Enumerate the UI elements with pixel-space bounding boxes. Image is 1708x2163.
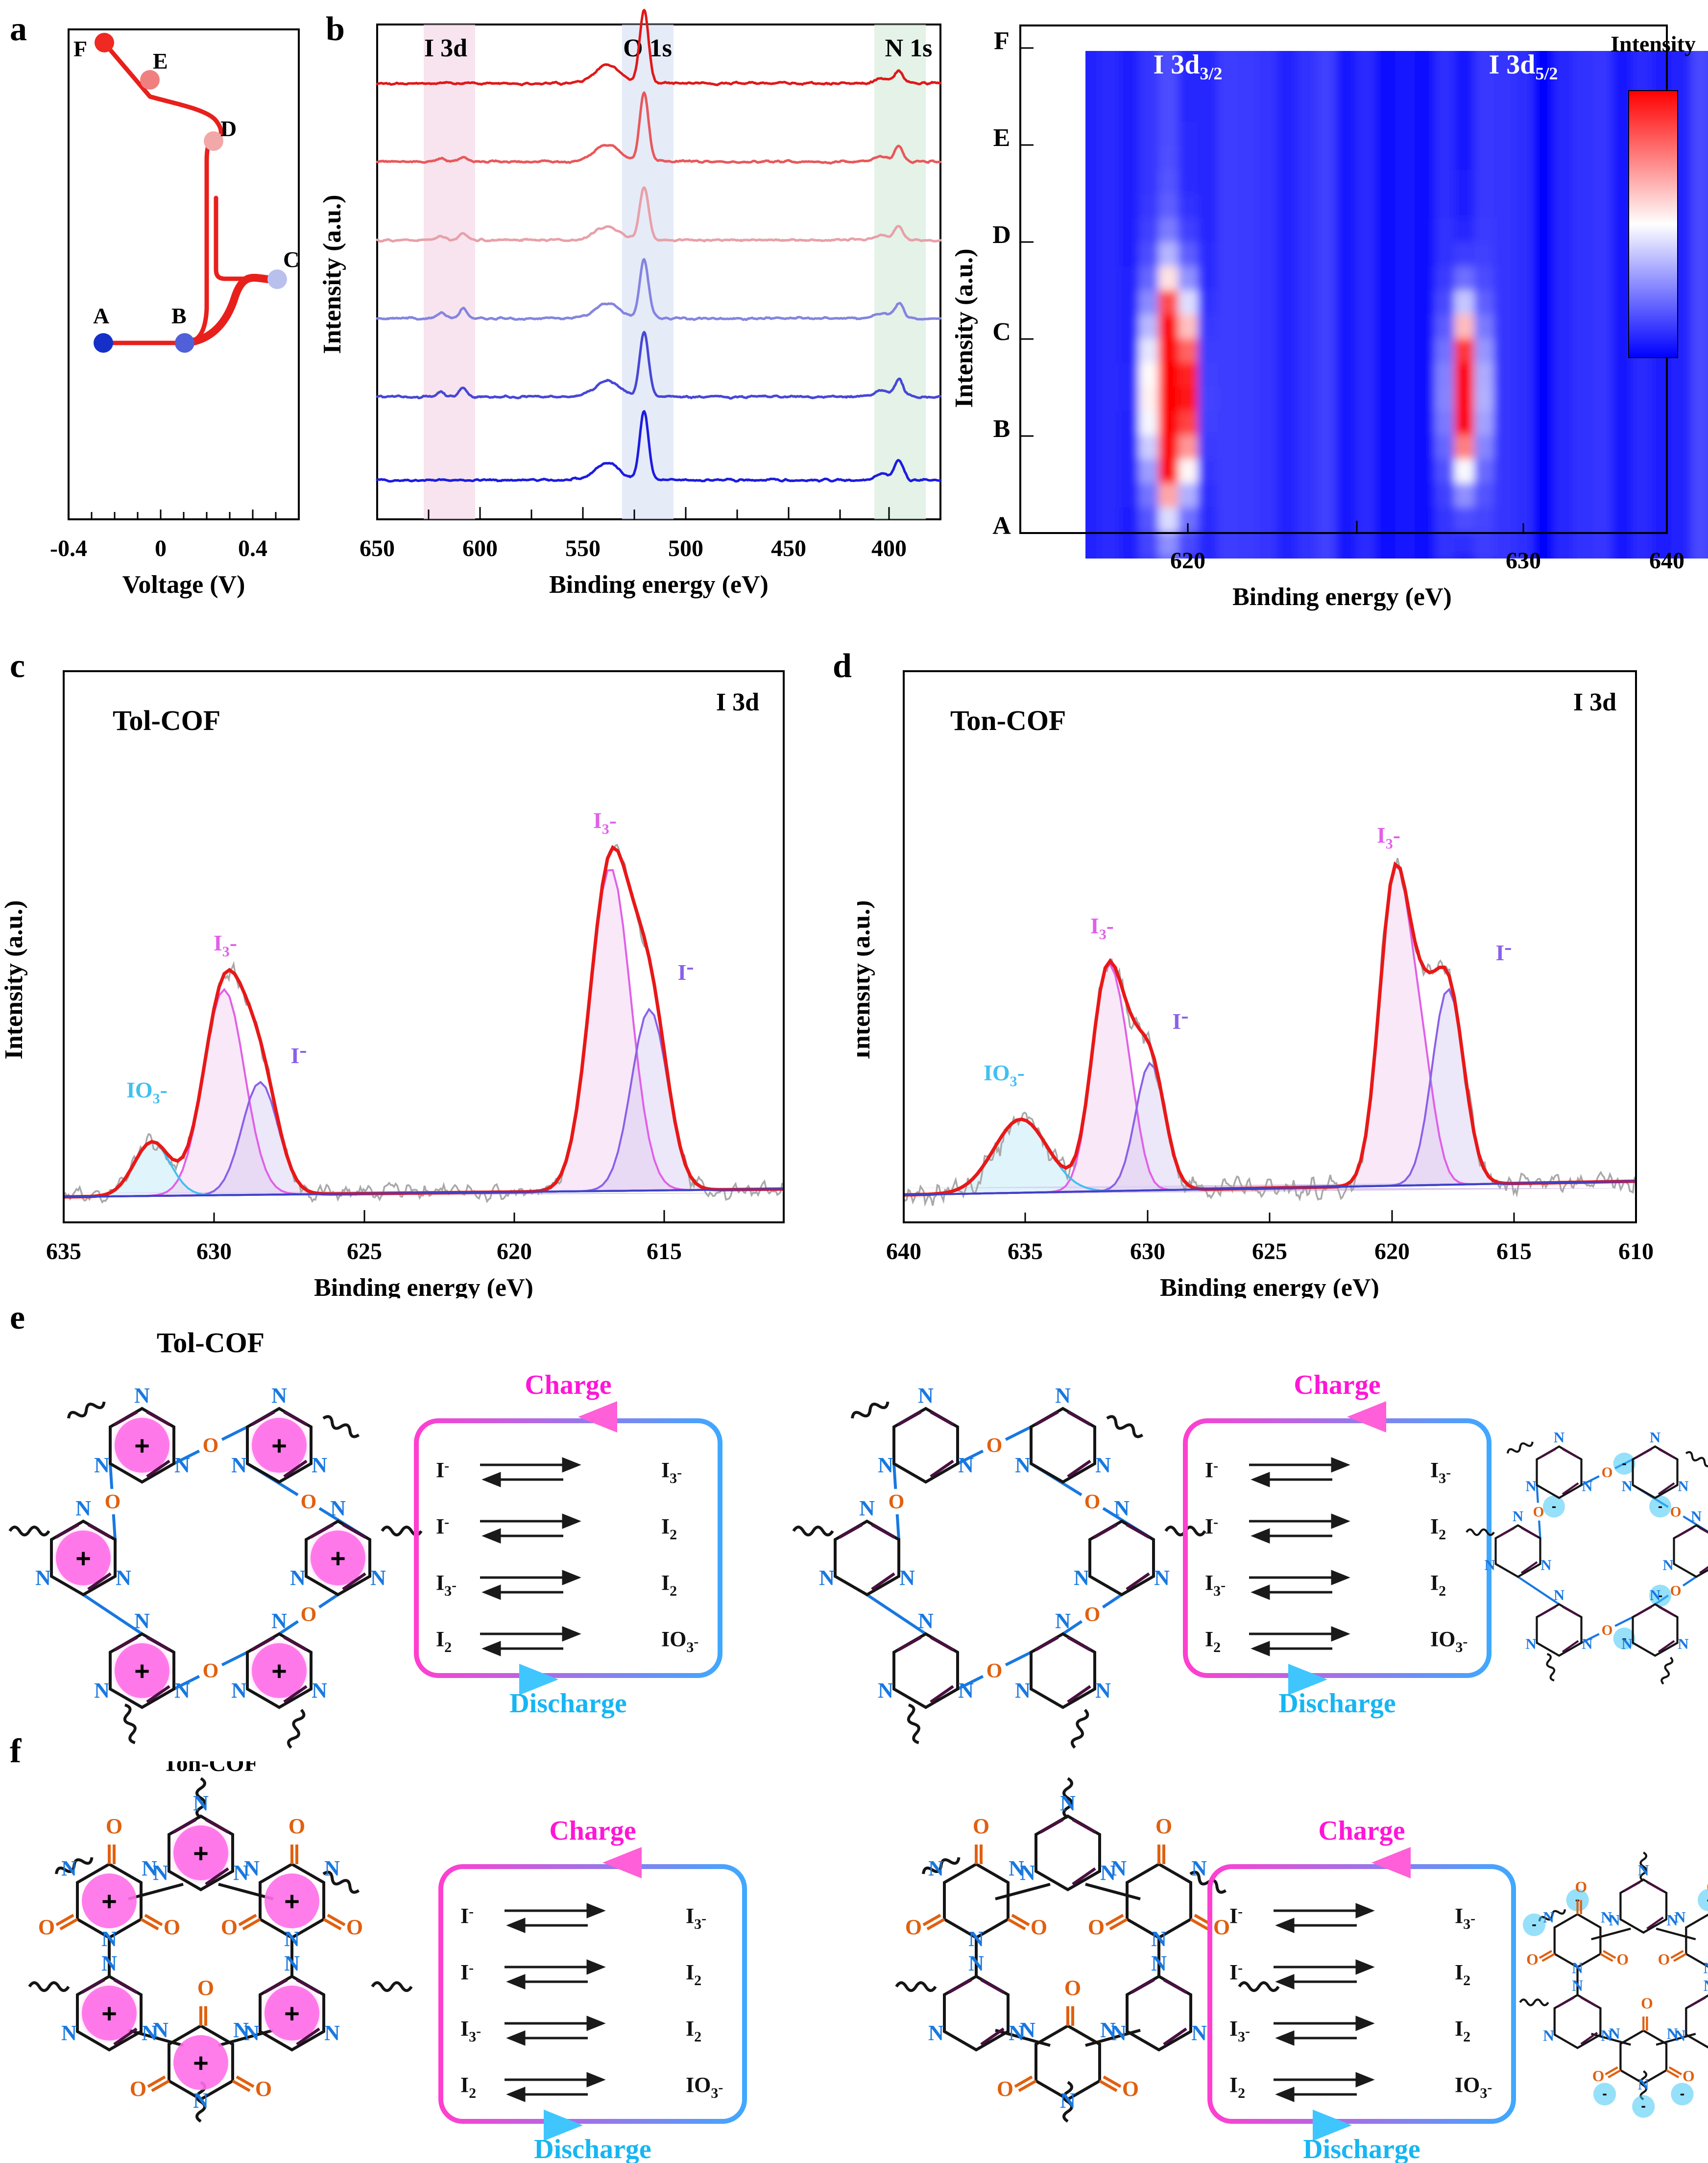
svg-text:F: F [994,27,1010,55]
svg-text:620: 620 [497,1239,532,1264]
svg-text:IO3-: IO3- [126,1077,168,1107]
svg-text:O: O [203,1660,219,1682]
svg-text:615: 615 [1496,1239,1532,1264]
svg-text:650: 650 [360,535,395,561]
svg-text:O: O [1084,1491,1101,1513]
svg-text:500: 500 [668,535,703,561]
svg-text:Voltage (V): Voltage (V) [122,571,245,599]
svg-text:Tol-COF: Tol-COF [113,705,220,736]
svg-text:600: 600 [462,535,498,561]
svg-text:Tol-COF: Tol-COF [157,1327,265,1359]
svg-text:-: - [1641,2098,1646,2114]
svg-text:Intensity (a.u.): Intensity (a.u.) [0,900,28,1059]
svg-text:630: 630 [1130,1239,1165,1264]
svg-text:O: O [1533,1504,1544,1520]
svg-text:A: A [93,303,109,328]
svg-text:I3-: I3- [593,808,617,837]
svg-text:I-: I- [1172,1003,1188,1034]
svg-text:450: 450 [771,535,806,561]
svg-text:D: D [220,116,237,141]
svg-text:I 3d: I 3d [424,34,467,62]
svg-text:I3-: I3- [1377,823,1400,852]
svg-text:I-: I- [677,954,694,985]
svg-text:0.4: 0.4 [238,535,267,561]
svg-text:Binding energy (eV): Binding energy (eV) [549,571,769,599]
svg-text:550: 550 [565,535,601,561]
svg-text:Binding energy (eV): Binding energy (eV) [1160,1274,1379,1298]
svg-text:630: 630 [196,1239,232,1264]
svg-text:635: 635 [46,1239,81,1264]
svg-text:640: 640 [886,1239,921,1264]
svg-text:Ton-COF: Ton-COF [163,1761,259,1776]
svg-text:A: A [992,512,1011,540]
svg-text:-: - [1622,1456,1626,1471]
svg-text:O: O [203,1434,219,1457]
svg-text:620: 620 [1374,1239,1410,1264]
svg-text:O: O [301,1604,317,1626]
svg-text:O: O [1670,1504,1682,1520]
svg-text:C: C [992,318,1011,346]
svg-text:-0.4: -0.4 [50,535,87,561]
svg-text:610: 610 [1618,1239,1654,1264]
svg-text:-: - [1658,1498,1662,1513]
svg-text:O: O [1670,1583,1682,1599]
svg-text:N 1s: N 1s [885,34,933,62]
svg-text:Intensity (a.u.): Intensity (a.u.) [955,248,978,408]
svg-text:620: 620 [1170,548,1205,574]
svg-text:E: E [153,49,168,73]
svg-text:0: 0 [155,535,167,561]
svg-text:O: O [1602,1465,1613,1481]
svg-text:O: O [986,1660,1003,1682]
svg-text:Intensity: Intensity [1611,31,1696,56]
svg-text:625: 625 [1252,1239,1287,1264]
svg-text:Binding energy (eV): Binding energy (eV) [314,1274,533,1298]
svg-text:O: O [889,1491,905,1513]
svg-text:Ton-COF: Ton-COF [950,705,1066,736]
svg-text:O: O [1084,1604,1101,1626]
svg-text:I3-: I3- [214,930,237,960]
svg-text:615: 615 [647,1239,682,1264]
svg-text:B: B [993,415,1010,443]
svg-text:O: O [986,1434,1003,1457]
svg-text:Binding energy (eV): Binding energy (eV) [1232,583,1452,611]
svg-text:E: E [993,124,1010,152]
svg-text:400: 400 [871,535,907,561]
svg-text:IO3-: IO3- [984,1060,1025,1090]
svg-text:O: O [1602,1623,1613,1638]
svg-text:635: 635 [1008,1239,1043,1264]
svg-text:B: B [171,303,187,328]
svg-text:C: C [283,247,299,272]
svg-text:I3-: I3- [1090,913,1114,943]
svg-text:640: 640 [1649,548,1684,574]
svg-text:O: O [105,1491,121,1513]
svg-text:F: F [73,36,87,61]
svg-text:I 3d: I 3d [1573,688,1616,716]
svg-text:625: 625 [347,1239,382,1264]
svg-text:I-: I- [1495,934,1512,965]
svg-text:630: 630 [1506,548,1541,574]
svg-text:I 3d: I 3d [716,688,759,716]
svg-text:D: D [992,221,1011,249]
svg-text:-: - [1552,1498,1556,1513]
svg-text:Intensity (a.u.): Intensity (a.u.) [318,194,346,354]
svg-text:O: O [301,1491,317,1513]
svg-text:-: - [1532,1917,1537,1932]
svg-text:Intensity (a.u.): Intensity (a.u.) [857,900,875,1059]
svg-text:I-: I- [290,1037,307,1068]
